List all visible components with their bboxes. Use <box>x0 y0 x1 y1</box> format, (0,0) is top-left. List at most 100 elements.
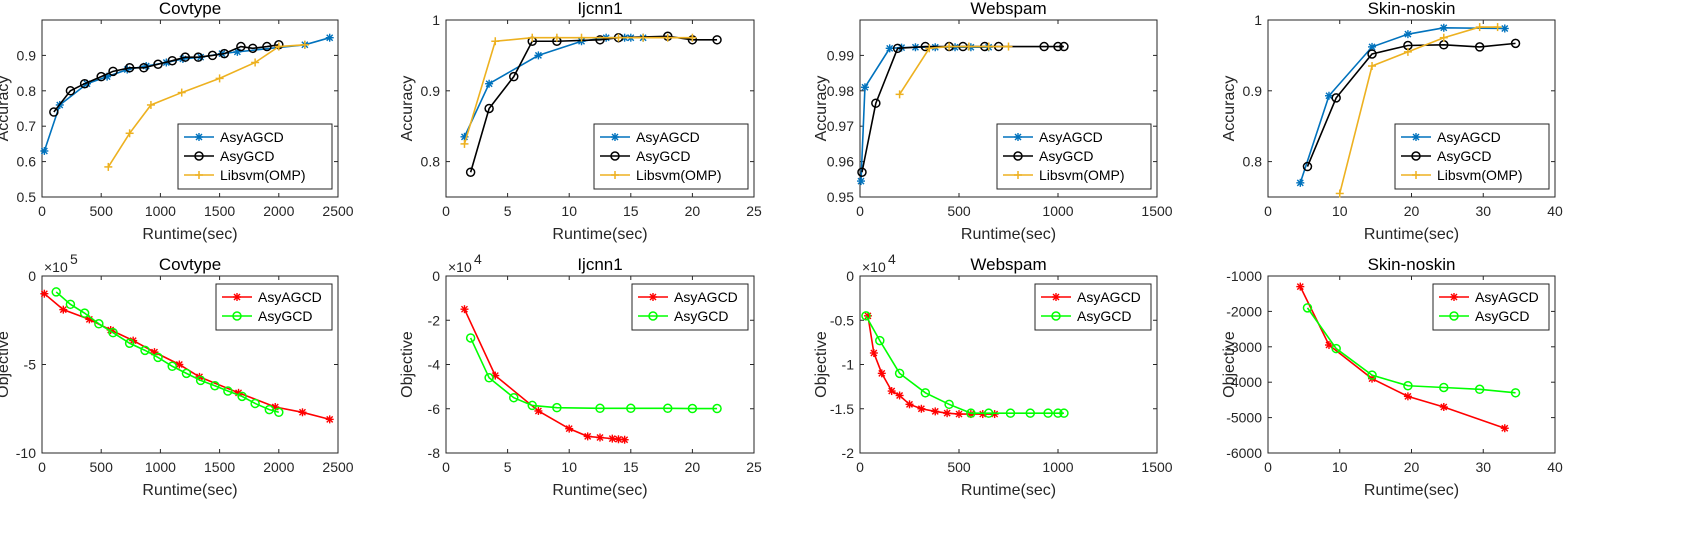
marker-stroke <box>1296 283 1304 291</box>
marker-stroke <box>888 387 896 395</box>
marker-stroke <box>614 435 622 443</box>
marker-stroke <box>878 369 886 377</box>
data-point <box>688 33 697 42</box>
axis-exponent: ×10 <box>448 259 472 275</box>
legend: AsyAGCD AsyGCD Libsvm(OMP) <box>996 123 1152 190</box>
data-point <box>215 74 224 83</box>
marker-stroke <box>906 400 913 408</box>
data-point <box>250 398 260 409</box>
data-point <box>892 43 903 54</box>
data-point <box>181 368 192 379</box>
data-point <box>983 408 994 418</box>
legend-label: AsyGCD <box>258 308 312 324</box>
data-point <box>1053 41 1063 52</box>
subplot-title: Skin-noskin <box>1368 255 1456 274</box>
subplot-7: 0 500 1000 1500 -2 -1.5 -1 -0.5 0 ×10 4 Webspam Runt… <box>813 251 1173 499</box>
data-point <box>167 361 177 372</box>
data-point <box>894 368 905 379</box>
data-point <box>274 42 283 51</box>
y-tick-label: 0.9 <box>1243 83 1263 99</box>
data-point <box>1510 38 1521 49</box>
data-point <box>124 338 135 349</box>
marker-stroke <box>40 290 48 298</box>
x-tick-label: 1500 <box>204 459 235 475</box>
x-tick-label: 0 <box>442 203 450 219</box>
marker-stroke <box>565 425 573 433</box>
x-tick-label: 40 <box>1547 203 1563 219</box>
y-tick-label: 1 <box>432 12 440 28</box>
legend-swatch-marker <box>1051 311 1061 321</box>
legend-label: Libsvm(OMP) <box>1039 167 1125 183</box>
y-tick-label: 0.6 <box>17 154 37 170</box>
y-tick-label: 0.8 <box>421 154 441 170</box>
marker-stroke <box>886 44 894 52</box>
data-point <box>861 311 871 321</box>
data-point <box>460 305 469 314</box>
subplot-4: 0 10 20 30 40 0.8 0.9 1 Skin-noskin Runtime(sec) A… <box>1221 0 1563 243</box>
y-tick-label: 0.5 <box>17 189 37 205</box>
data-point <box>1302 161 1313 172</box>
legend-label: AsyGCD <box>1039 148 1093 164</box>
data-point <box>1039 41 1049 52</box>
x-tick-label: 20 <box>1404 459 1420 475</box>
legend-swatch-marker <box>1412 171 1420 179</box>
y-tick-label: -5 <box>24 357 37 373</box>
marker-stroke <box>611 133 619 141</box>
axis-exponent-power: 4 <box>888 251 896 267</box>
marker-stroke <box>1368 43 1376 51</box>
legend-swatch-marker <box>1412 133 1420 141</box>
marker-stroke <box>1325 92 1333 100</box>
marker-stroke <box>621 436 629 444</box>
data-point <box>465 333 476 343</box>
marker-stroke <box>931 407 939 415</box>
data-point <box>955 410 963 419</box>
x-tick-label: 1000 <box>1042 459 1073 475</box>
data-point <box>104 162 113 171</box>
y-axis-label: Objective <box>813 331 830 398</box>
y-axis-label: Accuracy <box>0 76 12 142</box>
data-point <box>1004 42 1013 51</box>
data-point <box>79 78 90 89</box>
marker-stroke <box>1404 30 1412 38</box>
marker-stroke <box>534 51 542 59</box>
marker-stroke <box>1501 424 1509 432</box>
x-tick-label: 10 <box>561 459 577 475</box>
data-point <box>59 305 68 314</box>
data-point <box>51 287 61 297</box>
data-point <box>491 37 500 46</box>
data-point <box>528 33 537 42</box>
x-tick-label: 1500 <box>204 203 235 219</box>
marker-stroke <box>943 409 951 417</box>
subplot-3: 0 500 1000 1500 0.95 0.96 0.97 0.98 0.99 Webspam R… <box>813 0 1173 243</box>
subplot-title: Ijcnn1 <box>577 255 622 274</box>
legend-swatch-marker <box>610 151 620 161</box>
series-2 <box>861 311 1069 418</box>
x-tick-label: 0 <box>38 203 46 219</box>
data-point <box>1403 30 1412 39</box>
data-point <box>140 345 150 356</box>
data-point <box>465 167 476 177</box>
data-point <box>193 52 204 62</box>
data-point <box>931 407 940 416</box>
data-point <box>96 71 106 82</box>
data-point <box>1005 408 1016 418</box>
data-point <box>1500 24 1509 33</box>
data-point <box>583 432 592 441</box>
data-point <box>639 33 648 42</box>
data-point <box>1059 41 1069 52</box>
data-point <box>1324 341 1333 350</box>
legend-swatch-marker <box>195 171 203 179</box>
legend-swatch-marker <box>194 151 204 161</box>
data-point <box>40 146 49 155</box>
data-point <box>146 100 155 109</box>
data-point <box>325 415 334 424</box>
legend-label: AsyGCD <box>1475 308 1529 324</box>
x-tick-label: 25 <box>746 459 762 475</box>
data-point <box>527 400 537 411</box>
series-line <box>55 291 280 414</box>
x-tick-label: 1000 <box>1042 203 1073 219</box>
axis-exponent: ×10 <box>44 259 68 275</box>
legend: AsyAGCD AsyGCD Libsvm(OMP) <box>1394 123 1550 190</box>
x-tick-label: 5 <box>504 203 512 219</box>
x-tick-label: 15 <box>623 203 639 219</box>
